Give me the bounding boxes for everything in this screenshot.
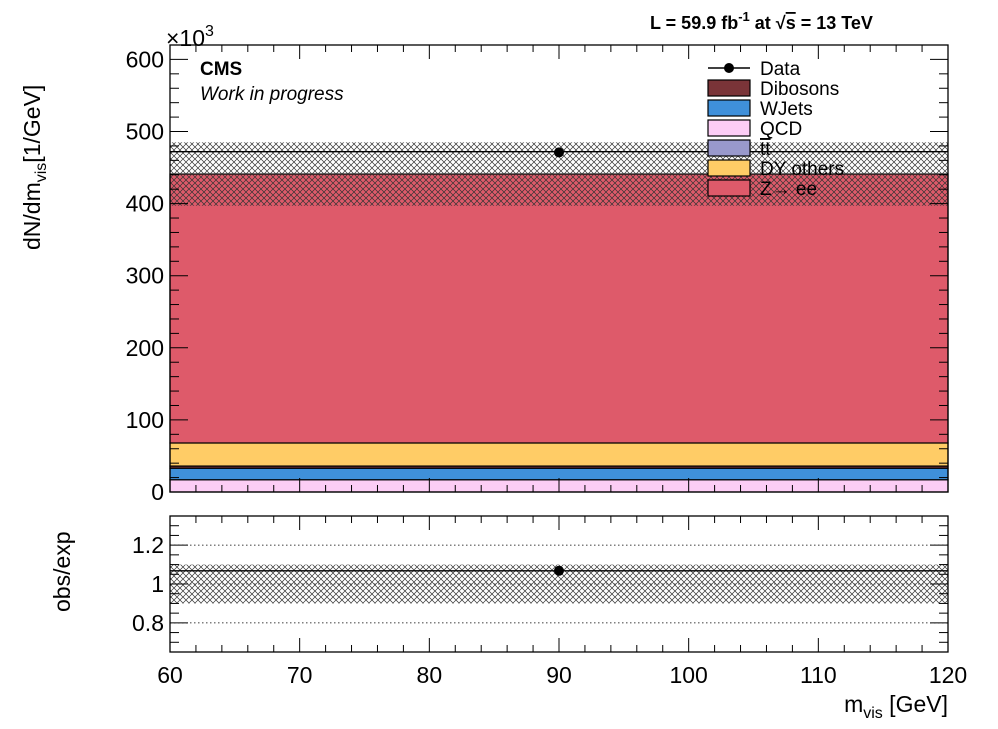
legend-swatch [707, 119, 751, 137]
x-tick-label: 90 [546, 662, 572, 688]
main-y-tick-label: 600 [126, 46, 164, 72]
ratio-panel: 0.8 1 1.2 60 70 80 90 100 110 120 obs/exp mvis [… [49, 515, 967, 722]
legend-label: WJets [760, 99, 813, 120]
ratio-y-axis-label: obs/exp [49, 531, 75, 612]
legend-swatch [707, 99, 751, 117]
x-axis-label: mvis [GeV] [844, 691, 948, 722]
main-y-tick-label: 0 [151, 479, 164, 505]
x-tick-label: 110 [800, 662, 837, 688]
main-y-tick-label: 100 [126, 407, 164, 433]
legend-label: QCD [760, 119, 802, 140]
main-y-tick-label: 300 [126, 263, 164, 289]
lumi-label: L = 59.9 fb-1 at √s = 13 TeV [650, 9, 873, 33]
bar-dy-others [169, 442, 949, 467]
svg-text:L = 59.9 fb-1 at √s = 13 TeV: L = 59.9 fb-1 at √s = 13 TeV [650, 9, 873, 33]
data-point [554, 147, 564, 158]
main-y-tick-label: 400 [126, 191, 164, 217]
x-tick-label: 80 [417, 662, 443, 688]
cms-sublabel: Work in progress [200, 84, 344, 105]
legend-label: tt [760, 139, 771, 160]
ratio-y-tick-label: 1 [151, 571, 164, 597]
main-panel: 0 100 200 300 400 500 600 CMS Work in progress… [19, 23, 949, 505]
legend-swatch [707, 139, 751, 157]
bar-z-ee [169, 173, 949, 444]
legend-label: DY others [760, 159, 844, 180]
main-y-tick-label: 500 [126, 119, 164, 145]
x-tick-label: 60 [157, 662, 183, 688]
ratio-y-tick-label: 0.8 [132, 610, 164, 636]
legend-swatch [707, 79, 751, 97]
ratio-y-tick-label: 1.2 [132, 532, 164, 558]
x-tick-label: 120 [929, 662, 967, 688]
legend-swatch [707, 159, 751, 177]
ratio-point [554, 565, 564, 576]
legend-data-marker [724, 63, 734, 73]
x-tick-label: 100 [669, 662, 707, 688]
y-exponent-label: ×103 [166, 23, 214, 51]
main-y-axis-label: dN/dmvis[1/GeV] [19, 85, 50, 250]
legend-label: Dibosons [760, 79, 839, 100]
legend-label: Data [760, 59, 801, 80]
legend-label: Z→ ee [760, 179, 817, 200]
main-y-tick-label: 200 [126, 335, 164, 361]
legend-swatch [707, 179, 751, 197]
x-tick-label: 70 [287, 662, 313, 688]
cms-label: CMS [200, 59, 242, 80]
